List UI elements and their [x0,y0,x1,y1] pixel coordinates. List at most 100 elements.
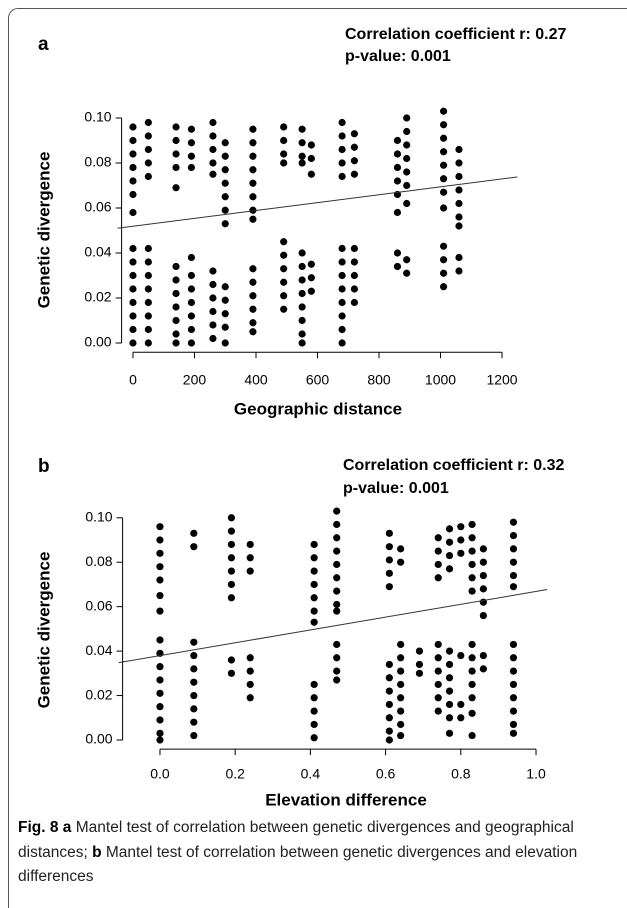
x-tick-label: 0.2 [225,766,245,782]
point [455,172,463,181]
point [434,560,442,569]
point [455,213,463,221]
point [479,545,487,553]
point [156,591,164,600]
point [307,287,315,295]
point [249,206,257,214]
point [397,545,405,553]
point [172,330,180,338]
point [307,274,315,282]
point [468,694,476,702]
point [221,206,229,214]
point [468,709,476,717]
point [393,150,402,158]
point [190,691,198,700]
point [187,325,196,334]
point [393,177,402,185]
point [439,148,448,156]
point [187,298,196,307]
y-tick-label: 0.00 [85,731,112,747]
point [190,651,198,660]
point [455,159,463,167]
point [280,159,288,167]
x-axis-title: Geographic distance [234,399,402,418]
point [144,258,152,266]
fit-line [117,176,518,229]
point [209,145,217,154]
point [246,680,254,689]
point [338,339,346,347]
point [468,587,476,595]
point [439,175,448,183]
point [468,547,476,555]
point [403,269,411,277]
point [144,285,152,293]
point [415,660,424,669]
point [445,674,454,682]
point [445,551,454,560]
point [280,238,288,246]
point [129,271,137,280]
point [333,640,341,649]
point [172,184,180,192]
point [280,305,288,313]
point [209,118,217,127]
y-tick-label: 0.02 [84,289,111,305]
point [310,554,318,562]
point [190,718,198,726]
point [246,694,254,702]
panel-marker: a [62,819,72,836]
point [445,647,454,655]
point [397,731,405,740]
point [434,547,442,555]
point [190,665,198,673]
point [249,215,257,223]
point [509,654,518,662]
point [455,186,463,194]
point [310,707,318,715]
point [156,716,164,724]
point [455,222,463,230]
caption: Fig. 8 a Mantel test of correlation betw… [18,816,618,890]
point [509,545,518,553]
y-tick-label: 0.04 [84,244,111,260]
x-axis-title: Elevation difference [265,790,427,809]
point [468,520,476,529]
point [350,130,359,138]
point [479,665,487,673]
point [187,253,196,262]
point [509,694,518,702]
point [445,729,454,737]
annotation: Correlation coefficient r: 0.32 [343,457,564,474]
point [156,576,164,584]
point [310,734,318,742]
point [445,687,454,695]
point [434,534,442,542]
point [129,163,137,172]
point [397,707,405,715]
point [403,168,411,176]
point [385,674,393,682]
point [310,720,318,729]
point [172,136,180,145]
y-tick-label: 0.06 [84,199,111,215]
annotation: p-value: 0.001 [343,480,449,497]
point [298,339,306,347]
point [187,285,196,293]
point [509,571,518,580]
point [172,163,180,172]
point [310,680,318,689]
point [298,152,306,160]
point [190,678,198,686]
point [445,660,454,669]
point [209,321,217,329]
point [333,507,341,515]
point [457,549,465,557]
point [403,181,411,190]
point [221,323,229,331]
point [129,123,137,131]
x-tick-label: 0 [129,372,137,388]
point [385,543,393,551]
point [190,731,198,740]
point [280,265,288,273]
